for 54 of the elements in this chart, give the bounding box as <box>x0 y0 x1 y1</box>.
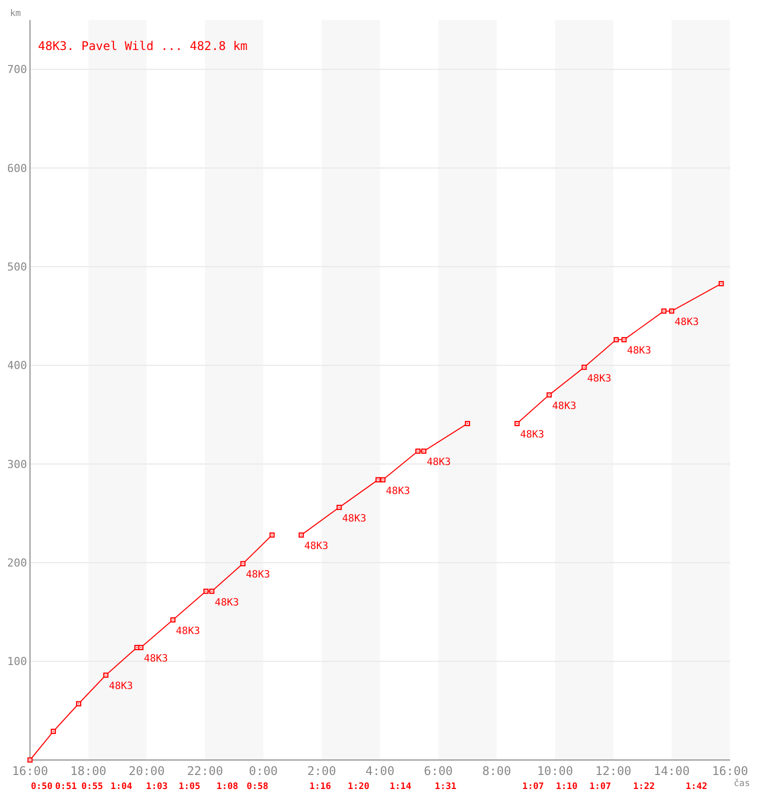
x-tick-label: 14:00 <box>654 764 690 778</box>
text: 48K3. Pavel Wild ... 482.8 km <box>38 39 248 53</box>
text: 0:51 <box>55 782 77 792</box>
x-tick-label: 22:00 <box>186 764 224 778</box>
y-tick-label: 600 <box>7 162 27 175</box>
y-tick-label: 400 <box>7 359 27 372</box>
x-tick-label: 0:00 <box>248 764 278 778</box>
text: 0:58 <box>246 782 268 792</box>
text: 1:14 <box>390 782 412 792</box>
annotation: 48K3 <box>246 570 270 581</box>
text: 1:31 <box>434 782 456 792</box>
x-tick-label: 4:00 <box>366 764 394 778</box>
text: 1:16 <box>309 782 332 792</box>
annotation: 48K3 <box>552 400 576 412</box>
x-tick-label: 8:00 <box>482 764 512 778</box>
text: 1:03 <box>146 782 168 792</box>
annotation: 48K3 <box>108 681 133 692</box>
text: 1:08 <box>216 782 238 792</box>
text: 0:55 <box>81 782 104 792</box>
annotation: 48K3 <box>144 654 168 665</box>
x-axis-title: čas <box>734 778 750 789</box>
text: 1:05 <box>178 782 200 792</box>
annotation: 48K3 <box>426 457 451 468</box>
annotation: 48K3 <box>214 597 239 608</box>
text: 1:22 <box>633 782 655 792</box>
y-tick-label: 300 <box>7 458 27 471</box>
annotation: 48K3 <box>520 430 544 441</box>
text: 1:42 <box>686 782 708 792</box>
text: 1:07 <box>522 782 544 792</box>
y-tick-label: 500 <box>7 260 27 274</box>
text: 1:10 <box>556 782 578 792</box>
annotation: 48K3 <box>176 626 200 637</box>
y-tick-label: 100 <box>7 655 27 668</box>
annotation: 48K3 <box>627 346 652 357</box>
x-tick-label: 10:00 <box>536 764 574 778</box>
x-tick-label: 16:00 <box>12 764 48 778</box>
y-tick-label: 700 <box>7 63 27 76</box>
x-tick-label: 12:00 <box>595 764 632 778</box>
text: 1:04 <box>110 782 133 792</box>
x-tick-label: 6:00 <box>424 764 453 778</box>
text: 1:07 <box>589 782 612 792</box>
text: 1:20 <box>348 782 370 792</box>
text: 0:50 <box>30 782 53 792</box>
annotation: 48K3 <box>587 373 612 384</box>
annotation: 48K3 <box>386 486 410 497</box>
x-tick-label: 2:00 <box>307 764 336 778</box>
y-axis-title: km <box>10 9 21 19</box>
annotation: 48K3 <box>674 317 699 328</box>
x-tick-label: 20:00 <box>128 764 165 778</box>
x-tick-label: 16:00 <box>712 764 748 778</box>
x-tick-label: 18:00 <box>70 764 106 778</box>
annotation: 48K3 <box>342 513 366 524</box>
y-tick-label: 200 <box>7 556 27 570</box>
annotation: 48K3 <box>304 541 328 552</box>
